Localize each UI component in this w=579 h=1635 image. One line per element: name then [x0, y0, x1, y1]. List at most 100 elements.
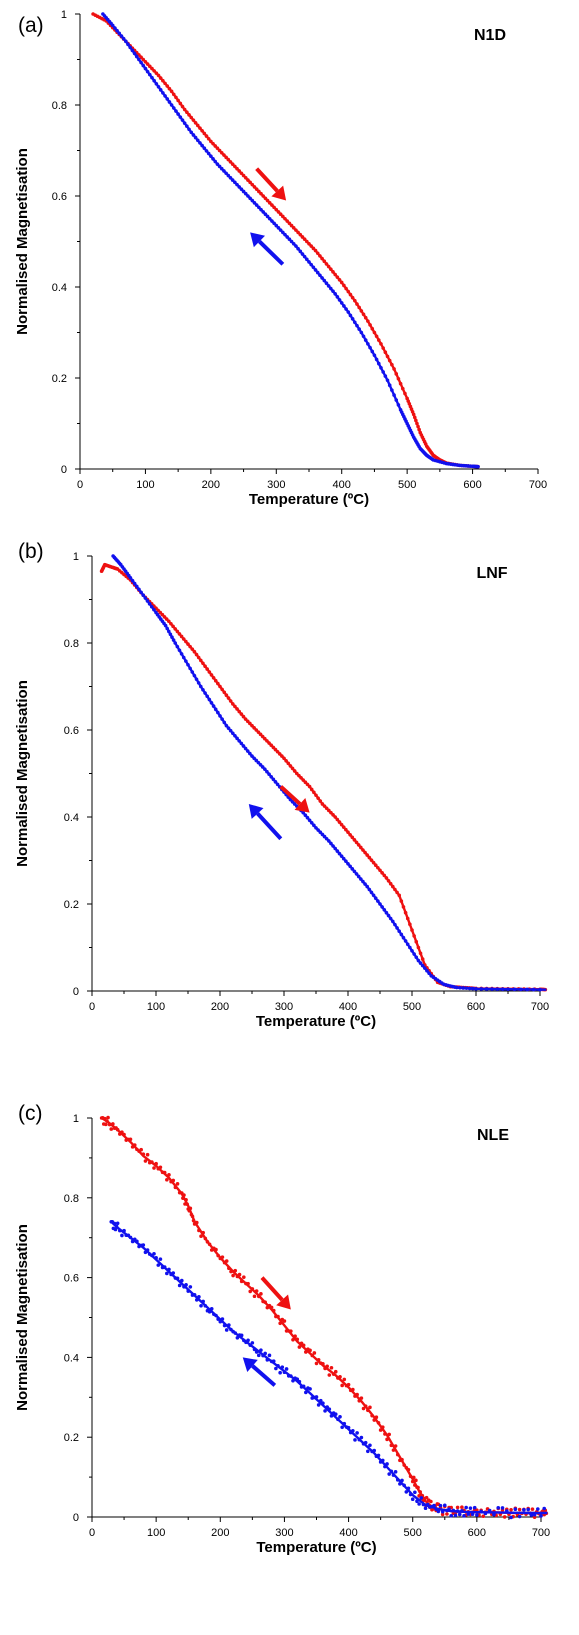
data-point [464, 1505, 468, 1510]
data-point [365, 884, 370, 889]
y-tick-label: 1 [73, 551, 79, 563]
data-point [177, 648, 182, 653]
data-point [420, 963, 425, 968]
x-tick-label: 500 [403, 1001, 421, 1013]
data-point [529, 1513, 534, 1517]
data-point [248, 180, 252, 185]
data-point [368, 345, 372, 350]
x-tick-label: 300 [267, 479, 285, 491]
data-point [408, 1492, 413, 1497]
data-point [490, 987, 494, 991]
data-point [297, 1379, 302, 1384]
data-point [150, 1160, 154, 1164]
data-point [370, 1413, 374, 1418]
data-point [171, 106, 176, 110]
data-point [418, 1490, 422, 1494]
data-point [291, 226, 296, 230]
data-point [180, 1278, 184, 1283]
data-point [271, 1308, 276, 1313]
data-point [512, 987, 517, 992]
data-point [156, 1263, 161, 1267]
cooling-arrow-shaft [251, 1364, 277, 1387]
data-point [191, 133, 196, 137]
data-point [312, 823, 316, 828]
data-point [383, 374, 388, 378]
data-point [235, 707, 239, 711]
data-point [363, 1440, 368, 1445]
data-point [233, 734, 237, 738]
data-point [297, 1345, 302, 1349]
data-point [188, 1285, 193, 1289]
data-point [418, 961, 423, 965]
data-point [188, 1206, 193, 1211]
data-point [376, 865, 380, 870]
data-point [467, 986, 472, 991]
data-point [205, 667, 209, 671]
data-point [222, 720, 227, 725]
data-point [124, 39, 128, 44]
data-point [169, 621, 173, 626]
data-point [395, 1452, 400, 1457]
data-point [326, 284, 331, 288]
data-point [222, 153, 226, 157]
y-tick-label: 0.2 [64, 1432, 79, 1444]
data-point [378, 902, 382, 906]
data-point [298, 249, 303, 254]
data-point [416, 424, 420, 429]
data-point [387, 1432, 391, 1437]
data-point [200, 128, 204, 133]
cooling-arrow-shaft [258, 240, 285, 266]
data-point [355, 1392, 359, 1397]
data-point [341, 856, 346, 861]
data-point [455, 1505, 460, 1510]
data-point [190, 1214, 195, 1219]
data-point [241, 744, 246, 748]
data-point [302, 237, 307, 242]
data-point [390, 362, 394, 367]
data-point [200, 143, 204, 148]
data-point [224, 155, 228, 160]
data-point [333, 846, 338, 851]
data-point [484, 987, 489, 991]
data-point [230, 178, 235, 182]
data-point [307, 784, 312, 789]
data-point [387, 358, 392, 363]
cooling-series [109, 1219, 548, 1520]
data-point [220, 1255, 225, 1259]
x-tick-label: 500 [398, 479, 416, 491]
data-point [122, 1132, 126, 1137]
x-tick-label: 700 [532, 1527, 550, 1539]
data-point [337, 277, 342, 282]
data-point [359, 845, 363, 850]
data-point [350, 295, 355, 300]
data-point [207, 1310, 212, 1314]
data-point [161, 78, 165, 83]
data-point [167, 619, 171, 624]
data-point [259, 191, 263, 196]
data-point [272, 205, 276, 210]
data-point [335, 275, 340, 279]
data-point [403, 391, 407, 396]
data-point [291, 241, 296, 246]
data-point [219, 166, 224, 171]
data-point [368, 1405, 372, 1410]
y-tick-label: 0.6 [64, 725, 79, 737]
data-point [434, 1507, 439, 1512]
data-point [186, 642, 190, 646]
data-point [162, 1265, 167, 1269]
data-point [342, 1377, 347, 1382]
data-point [357, 1398, 362, 1403]
data-point [196, 681, 201, 685]
data-point [495, 987, 500, 991]
data-point [243, 746, 248, 751]
data-point [233, 180, 237, 185]
data-point [213, 678, 218, 683]
data-point [167, 100, 172, 104]
data-point [400, 1478, 404, 1483]
data-point [475, 1513, 479, 1517]
data-point [363, 315, 368, 320]
data-point [380, 1425, 385, 1429]
data-point [115, 1127, 120, 1132]
data-point [408, 945, 412, 950]
data-point [308, 1387, 312, 1391]
